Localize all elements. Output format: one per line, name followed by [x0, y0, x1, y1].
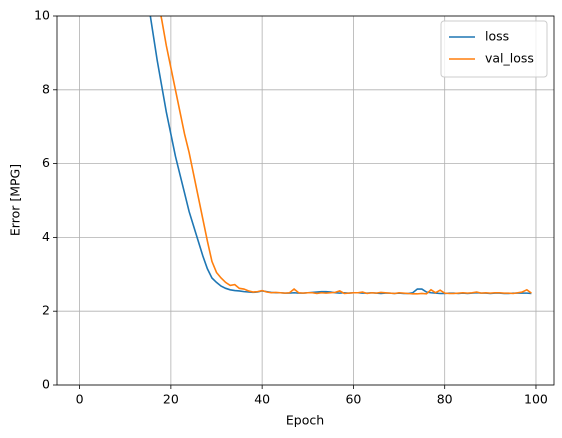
- x-tick-label: 0: [76, 392, 84, 407]
- legend-box: [440, 20, 548, 78]
- y-tick-label: 8: [42, 81, 50, 96]
- y-tick-label: 0: [42, 377, 50, 392]
- legend-label: val_loss: [485, 51, 534, 66]
- y-tick-label: 2: [42, 303, 50, 318]
- x-tick-label: 100: [524, 392, 548, 407]
- line-series: [160, 16, 532, 295]
- y-tick-label: 10: [34, 8, 50, 23]
- axes-frame: [56, 15, 555, 386]
- y-tick-label: 6: [42, 155, 50, 170]
- x-tick-label: 20: [163, 392, 179, 407]
- legend: loss val_loss: [440, 20, 548, 78]
- x-tick-label: 80: [437, 392, 453, 407]
- x-tick-label: 60: [345, 392, 361, 407]
- legend-label: loss: [485, 29, 509, 44]
- y-tick-label: 4: [42, 229, 50, 244]
- y-axis-label: Error [MPG]: [8, 164, 23, 236]
- x-tick-label: 40: [254, 392, 270, 407]
- x-axis-label: Epoch: [286, 413, 324, 428]
